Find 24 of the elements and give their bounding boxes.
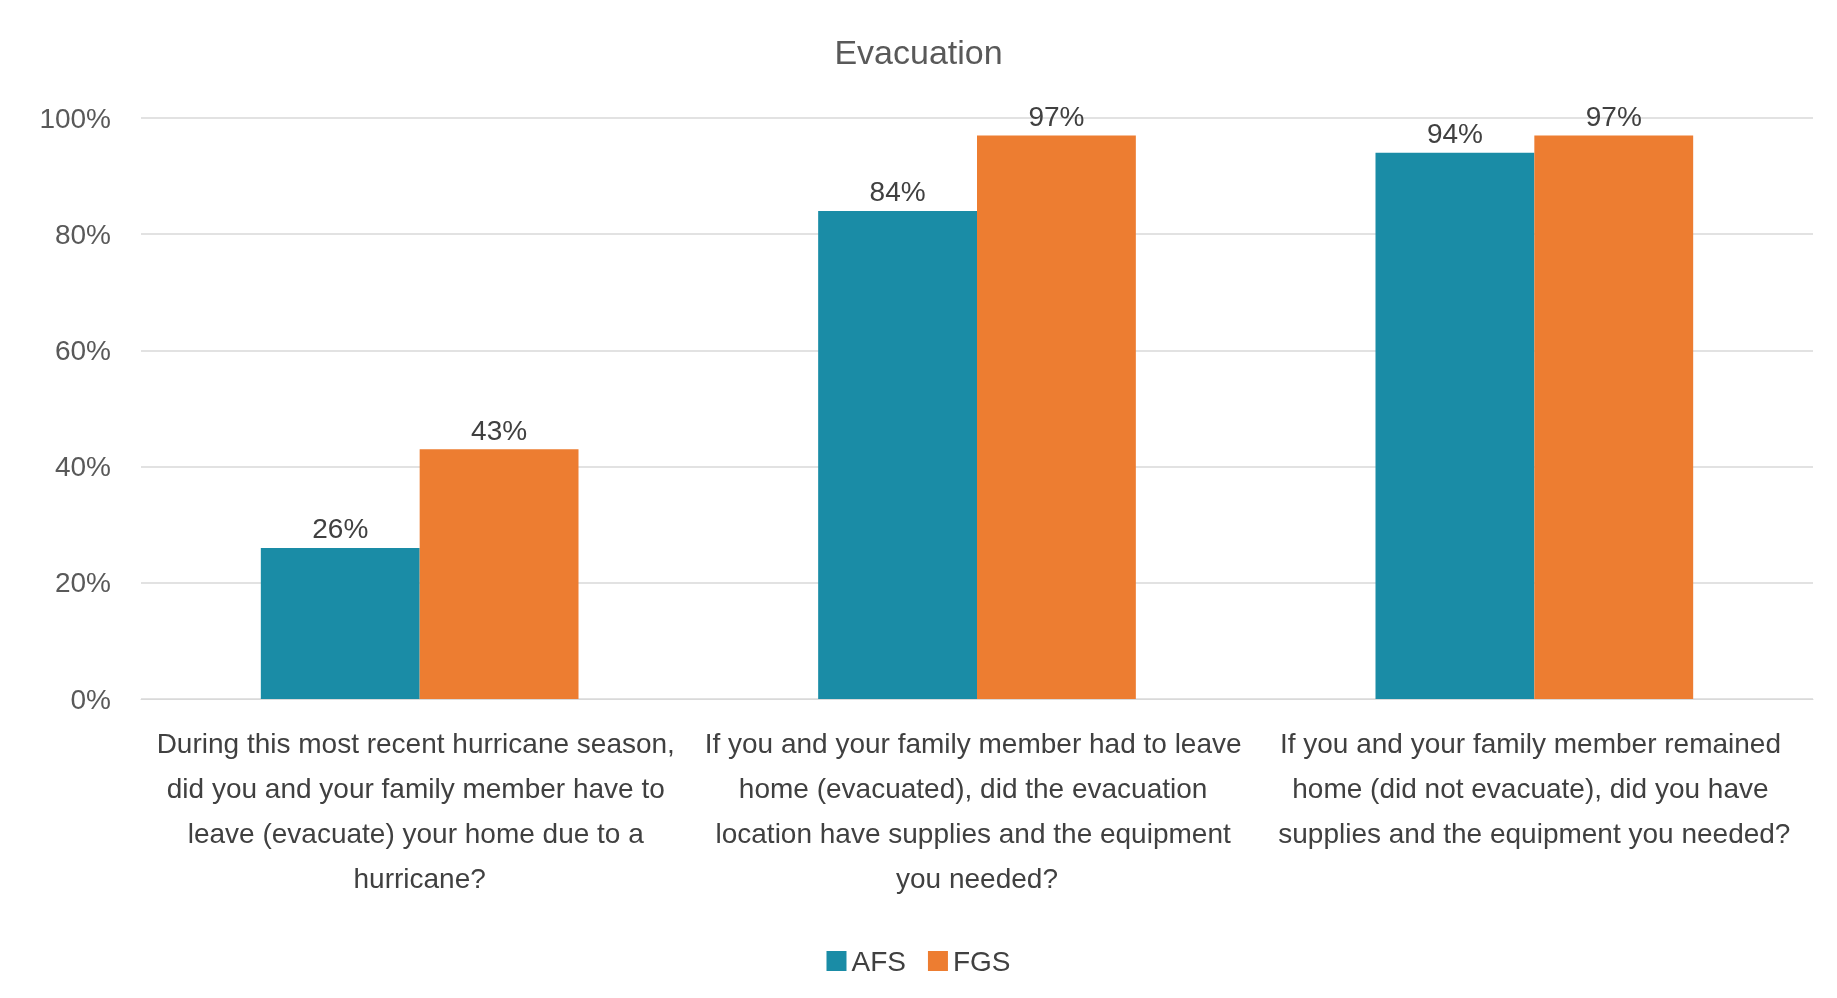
data-label: 26%: [312, 513, 369, 545]
bar: [419, 449, 579, 699]
y-tick-label: 60%: [54, 334, 111, 366]
y-tick-label: 80%: [54, 218, 111, 250]
bar: [977, 135, 1136, 699]
y-tick-label: 0%: [70, 683, 111, 715]
bar: [1375, 152, 1535, 699]
legend-label: FGS: [952, 945, 1011, 977]
data-label: 94%: [1426, 118, 1483, 150]
bar: [1534, 135, 1694, 699]
data-label: 97%: [1585, 100, 1642, 132]
data-label: 84%: [869, 176, 926, 208]
x-tick-label: If you and your family member remained home (did not evacuate), did you have supplies and the equipment you needed?: [1278, 728, 1791, 849]
data-label: 43%: [471, 414, 528, 446]
y-tick-label: 20%: [54, 567, 111, 599]
legend-label: AFS: [851, 945, 906, 977]
chart-title: Evacuation: [834, 33, 1003, 71]
x-tick-label: If you and your family member had to leave home (evacuated), did the evacuation location have supplies and the equipment you needed?: [704, 728, 1250, 894]
bar: [818, 210, 977, 699]
x-tick-label: During this most recent hurricane season, did you and your family member have to leave (evacuate) your home due to a hurricane?: [156, 728, 683, 894]
y-tick-label: 100%: [39, 102, 111, 134]
y-tick-label: 40%: [54, 451, 111, 483]
data-label: 97%: [1028, 100, 1085, 132]
bar: [260, 547, 420, 699]
